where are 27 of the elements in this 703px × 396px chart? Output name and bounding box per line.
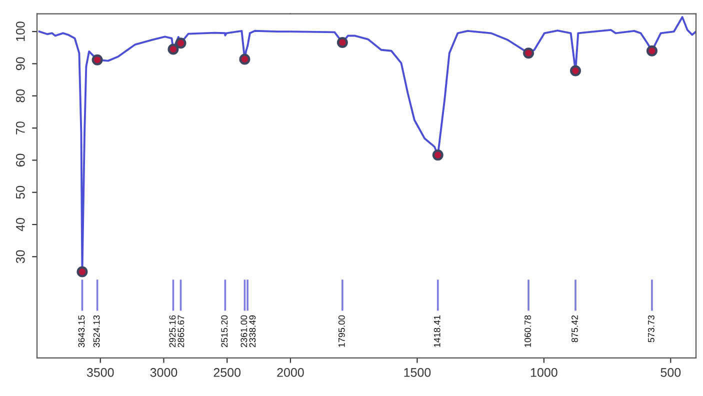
ref-line-label: 2361.00 (240, 315, 248, 348)
ref-line-label: 2515.20 (221, 315, 228, 348)
y-tick-label: 80 (16, 89, 25, 102)
ref-line-label: 1418.41 (434, 315, 440, 347)
ref-line-label: 1795.00 (338, 315, 345, 347)
ref-line-label: 3643.15 (78, 315, 85, 348)
ref-line-label: 1060.78 (524, 315, 531, 347)
y-tick-label: 90 (16, 57, 25, 70)
y-tick-label: 30 (16, 250, 25, 264)
ref-line-label: 875.42 (572, 315, 578, 342)
x-tick-label: 1500 (404, 368, 431, 377)
x-tick-label: 3500 (86, 368, 114, 377)
x-tick-label: 2500 (214, 368, 241, 377)
x-tick-label: 3000 (150, 368, 178, 377)
ref-line-label: 3524.13 (93, 315, 100, 348)
ref-line-label: 2865.67 (178, 315, 184, 348)
ref-line-label: 2925.16 (169, 315, 176, 348)
ref-line-label: 2338.49 (249, 315, 256, 348)
y-tick-label: 50 (16, 186, 25, 199)
ref-line-label: 573.73 (648, 315, 654, 342)
y-tick-label: 70 (16, 122, 25, 134)
x-tick-label: 2000 (277, 368, 304, 377)
x-tick-label: 500 (660, 368, 681, 377)
y-tick-label: 40 (16, 218, 25, 232)
y-tick-label: 60 (16, 154, 25, 167)
y-tick-label: 100 (16, 22, 25, 42)
x-tick-label: 1000 (530, 368, 558, 377)
